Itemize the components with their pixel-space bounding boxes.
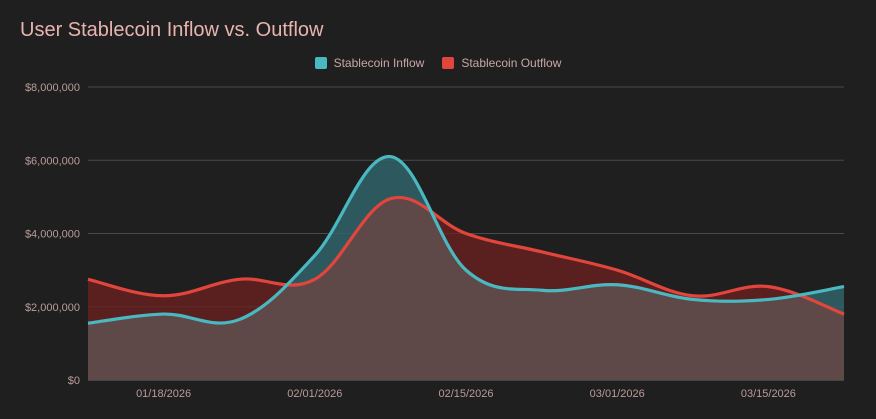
legend-label-inflow: Stablecoin Inflow xyxy=(333,56,425,70)
x-tick-label: 01/18/2026 xyxy=(136,388,191,400)
inflow-line xyxy=(87,154,845,325)
legend-item-inflow[interactable]: Stablecoin Inflow xyxy=(314,56,425,70)
x-tick-label: 02/01/2026 xyxy=(287,388,342,400)
legend-swatch-outflow xyxy=(442,57,455,69)
y-tick-label: $2,000,000 xyxy=(25,302,80,314)
overlap-area xyxy=(88,197,844,380)
legend-item-outflow[interactable]: Stablecoin Outflow xyxy=(442,56,561,70)
y-tick-label: $0 xyxy=(68,375,80,387)
legend: Stablecoin Inflow Stablecoin Outflow xyxy=(0,56,876,70)
legend-label-outflow: Stablecoin Outflow xyxy=(461,56,562,70)
legend-swatch-inflow xyxy=(314,57,327,69)
y-tick-label: $6,000,000 xyxy=(25,155,80,167)
y-tick-label: $8,000,000 xyxy=(25,82,80,94)
chart-title: User Stablecoin Inflow vs. Outflow xyxy=(20,19,324,41)
x-tick-label: 03/01/2026 xyxy=(590,388,645,400)
x-tick-label: 02/15/2026 xyxy=(438,388,493,400)
y-tick-label: $4,000,000 xyxy=(25,229,80,241)
outflow-line xyxy=(87,195,845,316)
x-tick-label: 03/15/2026 xyxy=(741,388,796,400)
